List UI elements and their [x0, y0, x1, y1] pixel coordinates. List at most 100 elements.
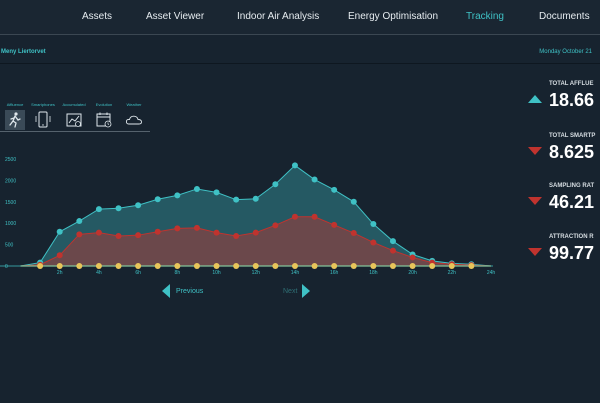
x-tick-label: 22h: [448, 270, 457, 276]
tab-accumulated[interactable]: Accumulated: [59, 102, 89, 130]
y-tick-label: 2000: [5, 178, 16, 184]
visitors-point[interactable]: [56, 228, 63, 235]
smartphones-point[interactable]: [311, 213, 318, 220]
tab-evolution[interactable]: Evolution: [89, 102, 119, 130]
x-tick-label: 10h: [212, 270, 221, 276]
baseline-point[interactable]: [56, 263, 63, 269]
top-navigation: Assets Asset Viewer Indoor Air Analysis …: [0, 0, 600, 34]
smartphones-point[interactable]: [233, 233, 240, 240]
smartphones-point[interactable]: [95, 229, 102, 236]
smartphones-point[interactable]: [389, 247, 396, 254]
smartphones-point[interactable]: [154, 228, 161, 235]
nav-tracking[interactable]: Tracking: [466, 11, 504, 22]
stat-value: 18.66: [549, 90, 595, 110]
baseline-point[interactable]: [272, 263, 279, 269]
nav-divider: [0, 34, 600, 35]
smartphones-point[interactable]: [252, 229, 259, 236]
nav-energy-optimisation[interactable]: Energy Optimisation: [348, 11, 439, 22]
x-tick-label: 6h: [135, 270, 141, 276]
baseline-point[interactable]: [95, 263, 102, 269]
tab-affluence[interactable]: Affluence: [0, 102, 30, 130]
baseline-point[interactable]: [370, 263, 377, 269]
current-date: Monday October 21: [539, 49, 592, 55]
nav-indoor-air-analysis[interactable]: Indoor Air Analysis: [237, 11, 320, 22]
visitors-point[interactable]: [311, 176, 318, 183]
baseline-point[interactable]: [291, 263, 298, 269]
visitors-point[interactable]: [76, 218, 83, 225]
visitors-point[interactable]: [154, 196, 161, 203]
baseline-point[interactable]: [76, 263, 83, 269]
tab-label: Evolution: [95, 102, 113, 107]
y-tick-label: 0: [5, 264, 8, 270]
visitors-point[interactable]: [213, 189, 220, 196]
smartphones-point[interactable]: [350, 230, 357, 237]
tab-label: Accumulated: [62, 102, 86, 107]
visitors-point[interactable]: [370, 221, 377, 228]
stat-label: SAMPLING RAT: [549, 183, 595, 189]
baseline-point[interactable]: [311, 263, 318, 269]
visitors-point[interactable]: [95, 206, 102, 213]
smartphones-point[interactable]: [213, 229, 220, 236]
x-tick-label: 18h: [369, 270, 378, 276]
smartphones-point[interactable]: [115, 233, 122, 240]
visitors-point[interactable]: [135, 202, 142, 209]
visitors-point[interactable]: [233, 196, 240, 203]
visitors-point[interactable]: [193, 185, 200, 192]
tab-smartphones[interactable]: Smartphones: [28, 102, 58, 130]
smartphones-point[interactable]: [135, 232, 142, 239]
x-tick-label: 14h: [291, 270, 300, 276]
trend-up-icon: [528, 95, 542, 103]
smartphones-point[interactable]: [174, 225, 181, 232]
nav-assets[interactable]: Assets: [82, 11, 113, 22]
smartphones-point[interactable]: [76, 231, 83, 238]
baseline-point[interactable]: [389, 263, 396, 269]
visitors-point[interactable]: [272, 181, 279, 188]
baseline-point[interactable]: [429, 263, 436, 269]
visitors-point[interactable]: [331, 186, 338, 193]
baseline-point[interactable]: [233, 263, 240, 269]
stat-label: TOTAL SMARTP: [549, 133, 596, 139]
smartphones-point[interactable]: [56, 252, 63, 259]
baseline-point[interactable]: [37, 263, 44, 269]
smartphones-point[interactable]: [331, 221, 338, 228]
visitors-point[interactable]: [115, 205, 122, 212]
baseline-point[interactable]: [448, 263, 455, 269]
baseline-point[interactable]: [350, 263, 357, 269]
trend-down-icon: [528, 147, 542, 155]
baseline-point[interactable]: [154, 263, 161, 269]
trend-down-icon: [528, 248, 542, 256]
visitors-point[interactable]: [350, 198, 357, 205]
baseline-point[interactable]: [115, 263, 122, 269]
smartphones-point[interactable]: [370, 239, 377, 246]
stat-value: 8.625: [549, 142, 595, 162]
visitors-point[interactable]: [389, 238, 396, 245]
smartphones-point[interactable]: [291, 213, 298, 220]
baseline-point[interactable]: [193, 263, 200, 269]
tab-weather[interactable]: Weather: [119, 102, 149, 130]
y-tick-label: 500: [5, 243, 14, 249]
baseline-point[interactable]: [174, 263, 181, 269]
baseline-point[interactable]: [409, 263, 416, 269]
baseline-point[interactable]: [135, 263, 142, 269]
baseline-point[interactable]: [213, 263, 220, 269]
baseline-point[interactable]: [252, 263, 259, 269]
smartphones-point[interactable]: [193, 224, 200, 231]
nav-documents[interactable]: Documents: [539, 11, 590, 22]
smartphones-point[interactable]: [272, 222, 279, 229]
tab-label: Affluence: [6, 102, 24, 107]
baseline-point[interactable]: [331, 263, 338, 269]
nav-asset-viewer[interactable]: Asset Viewer: [146, 11, 205, 22]
x-tick-label: 2h: [57, 270, 63, 276]
stat-sampling-rate: SAMPLING RAT 46.21: [528, 183, 600, 213]
visitors-point[interactable]: [291, 162, 298, 169]
x-tick-label: 24h: [487, 270, 496, 276]
x-tick-label: 16h: [330, 270, 339, 276]
stat-value: 46.21: [549, 192, 595, 212]
visitors-point[interactable]: [252, 195, 259, 202]
x-tick-label: 8h: [175, 270, 181, 276]
baseline-point[interactable]: [468, 263, 475, 269]
visitors-point[interactable]: [174, 192, 181, 199]
smartphones-point[interactable]: [409, 254, 416, 261]
stat-total-affluence: TOTAL AFFLUE 18.66: [528, 81, 600, 111]
y-tick-label: 2500: [5, 157, 16, 163]
